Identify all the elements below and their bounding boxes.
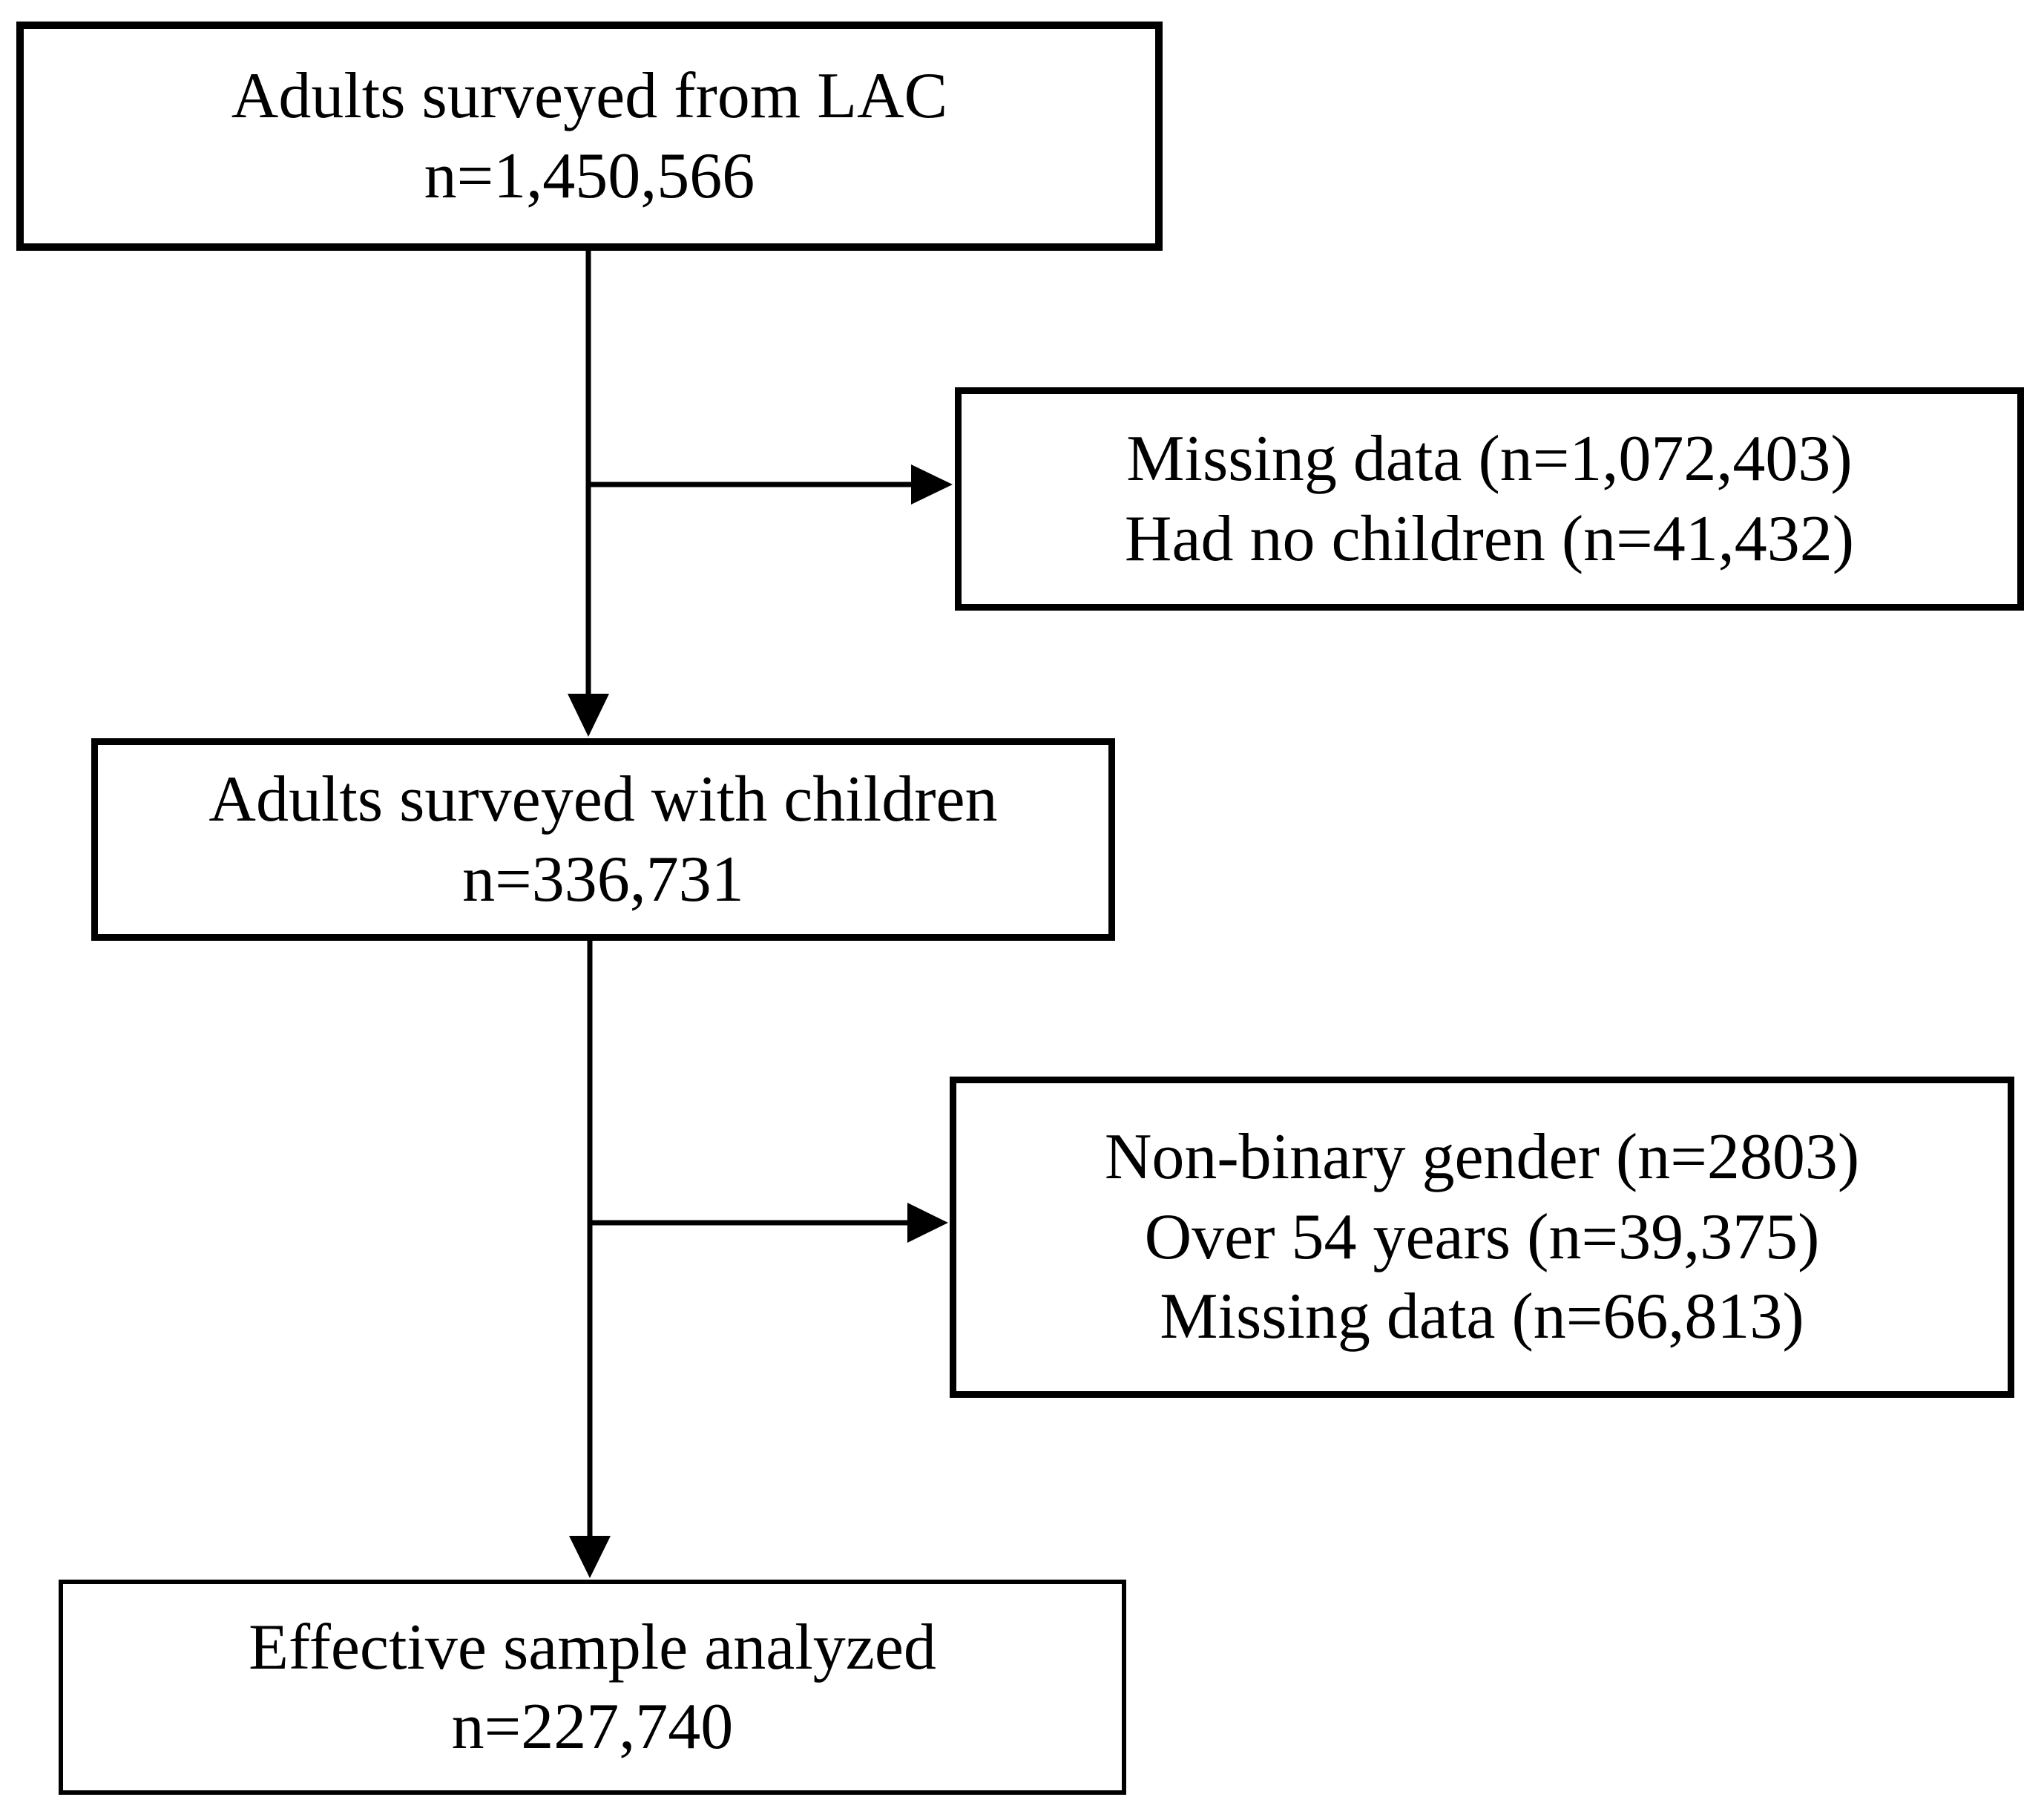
node-exclusion-2-line: Over 54 years (n=39,375): [1144, 1200, 1820, 1273]
node-population: Adults surveyed from LAC n=1,450,566: [16, 22, 1163, 251]
node-exclusion-1: Missing data (n=1,072,403) Had no childr…: [955, 387, 2024, 611]
arrowhead-down-2-icon: [569, 1536, 611, 1578]
node-exclusion-1-line: Missing data (n=1,072,403): [1126, 423, 1853, 496]
node-final-sample: Effective sample analyzed n=227,740: [59, 1580, 1126, 1795]
arrowhead-down-1-icon: [568, 694, 609, 737]
node-exclusion-2-line: Non-binary gender (n=2803): [1104, 1121, 1860, 1194]
node-exclusion-1-line: Had no children (n=41,432): [1124, 502, 1855, 575]
arrowhead-right-1-icon: [911, 464, 953, 505]
node-with-children-title: Adults surveyed with children: [208, 763, 998, 836]
node-final-sample-count: n=227,740: [451, 1691, 734, 1763]
node-exclusion-2-line: Missing data (n=66,813): [1160, 1281, 1804, 1353]
node-population-count: n=1,450,566: [424, 139, 755, 212]
arrowhead-right-2-icon: [907, 1203, 948, 1243]
node-with-children-count: n=336,731: [462, 843, 744, 916]
node-final-sample-title: Effective sample analyzed: [249, 1611, 936, 1683]
node-with-children: Adults surveyed with children n=336,731: [91, 738, 1115, 941]
node-population-title: Adults surveyed from LAC: [231, 60, 948, 133]
node-exclusion-2: Non-binary gender (n=2803) Over 54 years…: [950, 1077, 2014, 1398]
